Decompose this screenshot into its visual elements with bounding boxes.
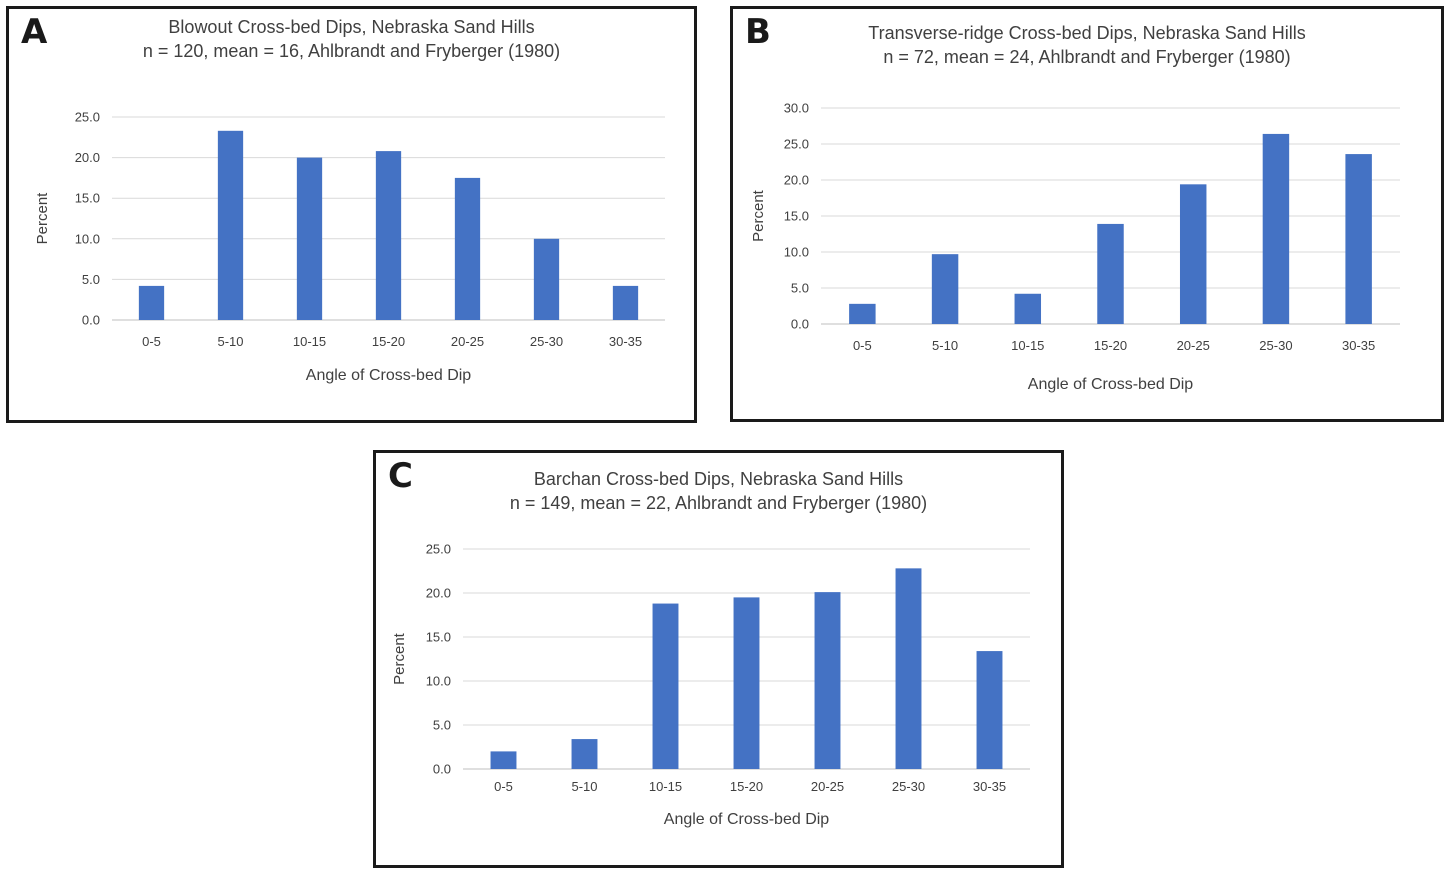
chart-a-xtick-label: 10-15 xyxy=(293,334,326,349)
chart-a-ytick-label: 20.0 xyxy=(75,150,100,165)
chart-b-bar xyxy=(1345,154,1372,324)
chart-a-ytick-label: 10.0 xyxy=(75,231,100,246)
panel-letter-c: C xyxy=(388,456,413,496)
chart-panel-a: 0.0 5.0 10.0 15.0 20.0 25.0 0-5 5-10 10-15 15-20 2… xyxy=(6,6,697,423)
chart-a-ytick-label: 15.0 xyxy=(75,191,100,206)
chart-c-bar xyxy=(733,597,760,769)
chart-a-xlabel: Angle of Cross-bed Dip xyxy=(306,367,472,384)
chart-panel-b: 0.0 5.0 10.0 15.0 20.0 25.0 30.0 0-5 5-10 10-15 15… xyxy=(730,6,1444,422)
chart-a-bar xyxy=(296,157,323,320)
chart-title-c: Barchan Cross-bed Dips, Nebraska Sand Hi… xyxy=(376,467,1061,515)
chart-a-ytick-label: 5.0 xyxy=(82,272,100,287)
chart-a-bar xyxy=(533,238,560,320)
chart-a-title: Blowout Cross-bed Dips, Nebraska Sand Hi… xyxy=(168,17,535,37)
chart-b-xlabel: Angle of Cross-bed Dip xyxy=(1028,376,1194,393)
chart-a-xtick-label: 20-25 xyxy=(451,334,484,349)
chart-c-ytick-label: 5.0 xyxy=(433,718,451,733)
chart-b-title: Transverse-ridge Cross-bed Dips, Nebrask… xyxy=(868,23,1306,43)
chart-b-svg: 0.0 5.0 10.0 15.0 20.0 25.0 30.0 0-5 5-10 10-15 15… xyxy=(750,101,1400,393)
chart-b-bar xyxy=(1262,133,1290,324)
chart-c-xtick-label: 20-25 xyxy=(811,779,844,794)
chart-c-title: Barchan Cross-bed Dips, Nebraska Sand Hi… xyxy=(533,469,904,489)
chart-c-xlabel: Angle of Cross-bed Dip xyxy=(664,811,830,828)
chart-a-xtick-label: 15-20 xyxy=(372,334,405,349)
chart-title-b: Transverse-ridge Cross-bed Dips, Nebrask… xyxy=(733,21,1441,69)
chart-b-ytick-label: 5.0 xyxy=(791,281,809,296)
chart-b-ytick-label: 30.0 xyxy=(784,101,809,116)
panel-letter-b: B xyxy=(745,12,771,52)
chart-b-ytick-label: 0.0 xyxy=(791,317,809,332)
chart-b-ytick-label: 10.0 xyxy=(784,245,809,260)
chart-title-a: Blowout Cross-bed Dips, Nebraska Sand Hi… xyxy=(9,15,694,63)
chart-b-ytick-label: 20.0 xyxy=(784,173,809,188)
chart-c-ytick-label: 0.0 xyxy=(433,762,451,777)
chart-b-bar xyxy=(1097,223,1124,324)
chart-b-ylabel: Percent xyxy=(750,189,767,242)
chart-b-subtitle: n = 72, mean = 24, Ahlbrandt and Fryberg… xyxy=(883,47,1291,67)
chart-b-xtick-label: 0-5 xyxy=(853,338,872,353)
chart-b-xtick-label: 5-10 xyxy=(932,338,958,353)
chart-a-bar xyxy=(138,285,165,320)
chart-a-bar xyxy=(454,177,481,320)
chart-b-ytick-label: 25.0 xyxy=(784,137,809,152)
chart-b-xtick-label: 25-30 xyxy=(1259,338,1292,353)
chart-c-xtick-label: 0-5 xyxy=(494,779,513,794)
chart-c-xtick-label: 25-30 xyxy=(892,779,925,794)
chart-b-bar xyxy=(849,303,876,324)
chart-b-bar xyxy=(931,254,959,324)
chart-a-bar xyxy=(612,285,639,320)
panel-letter-a: A xyxy=(21,12,48,52)
chart-c-xtick-label: 5-10 xyxy=(571,779,597,794)
chart-a-xtick-label: 0-5 xyxy=(142,334,161,349)
chart-a-ytick-label: 0.0 xyxy=(82,313,100,328)
chart-c-bar xyxy=(652,603,679,769)
chart-c-bar xyxy=(895,568,922,769)
chart-a-xtick-label: 30-35 xyxy=(609,334,642,349)
chart-c-ytick-label: 15.0 xyxy=(426,630,451,645)
chart-c-bar xyxy=(976,651,1003,769)
chart-c-subtitle: n = 149, mean = 22, Ahlbrandt and Fryber… xyxy=(509,493,928,513)
chart-c-ytick-label: 10.0 xyxy=(426,674,451,689)
chart-b-xtick-label: 15-20 xyxy=(1094,338,1127,353)
chart-c-xtick-label: 10-15 xyxy=(649,779,682,794)
chart-c-ytick-label: 20.0 xyxy=(426,586,451,601)
chart-b-ytick-label: 15.0 xyxy=(784,209,809,224)
chart-c-ylabel: Percent xyxy=(391,632,408,685)
chart-b-xtick-label: 30-35 xyxy=(1342,338,1375,353)
chart-panel-c: 0.0 5.0 10.0 15.0 20.0 25.0 0-5 5-10 10-15 15-20 2… xyxy=(373,450,1064,868)
chart-a-bar xyxy=(217,130,244,320)
chart-b-bar xyxy=(1014,293,1042,324)
chart-a-xtick-label: 25-30 xyxy=(530,334,563,349)
chart-c-bar xyxy=(571,739,598,769)
chart-a-bar xyxy=(375,151,402,320)
chart-a-svg: 0.0 5.0 10.0 15.0 20.0 25.0 0-5 5-10 10-15 15-20 2… xyxy=(34,110,665,384)
chart-b-xtick-label: 20-25 xyxy=(1177,338,1210,353)
chart-c-xtick-label: 15-20 xyxy=(730,779,763,794)
chart-a-ytick-label: 25.0 xyxy=(75,110,100,125)
chart-c-bar xyxy=(814,592,841,769)
chart-a-xtick-label: 5-10 xyxy=(217,334,243,349)
chart-a-ylabel: Percent xyxy=(34,192,51,245)
chart-b-bar xyxy=(1179,184,1207,324)
chart-c-svg: 0.0 5.0 10.0 15.0 20.0 25.0 0-5 5-10 10-15 15-20 2… xyxy=(391,542,1030,828)
chart-c-bar xyxy=(490,751,517,769)
chart-c-ytick-label: 25.0 xyxy=(426,542,451,557)
chart-b-xtick-label: 10-15 xyxy=(1011,338,1044,353)
chart-c-xtick-label: 30-35 xyxy=(973,779,1006,794)
chart-a-subtitle: n = 120, mean = 16, Ahlbrandt and Fryber… xyxy=(142,41,561,61)
